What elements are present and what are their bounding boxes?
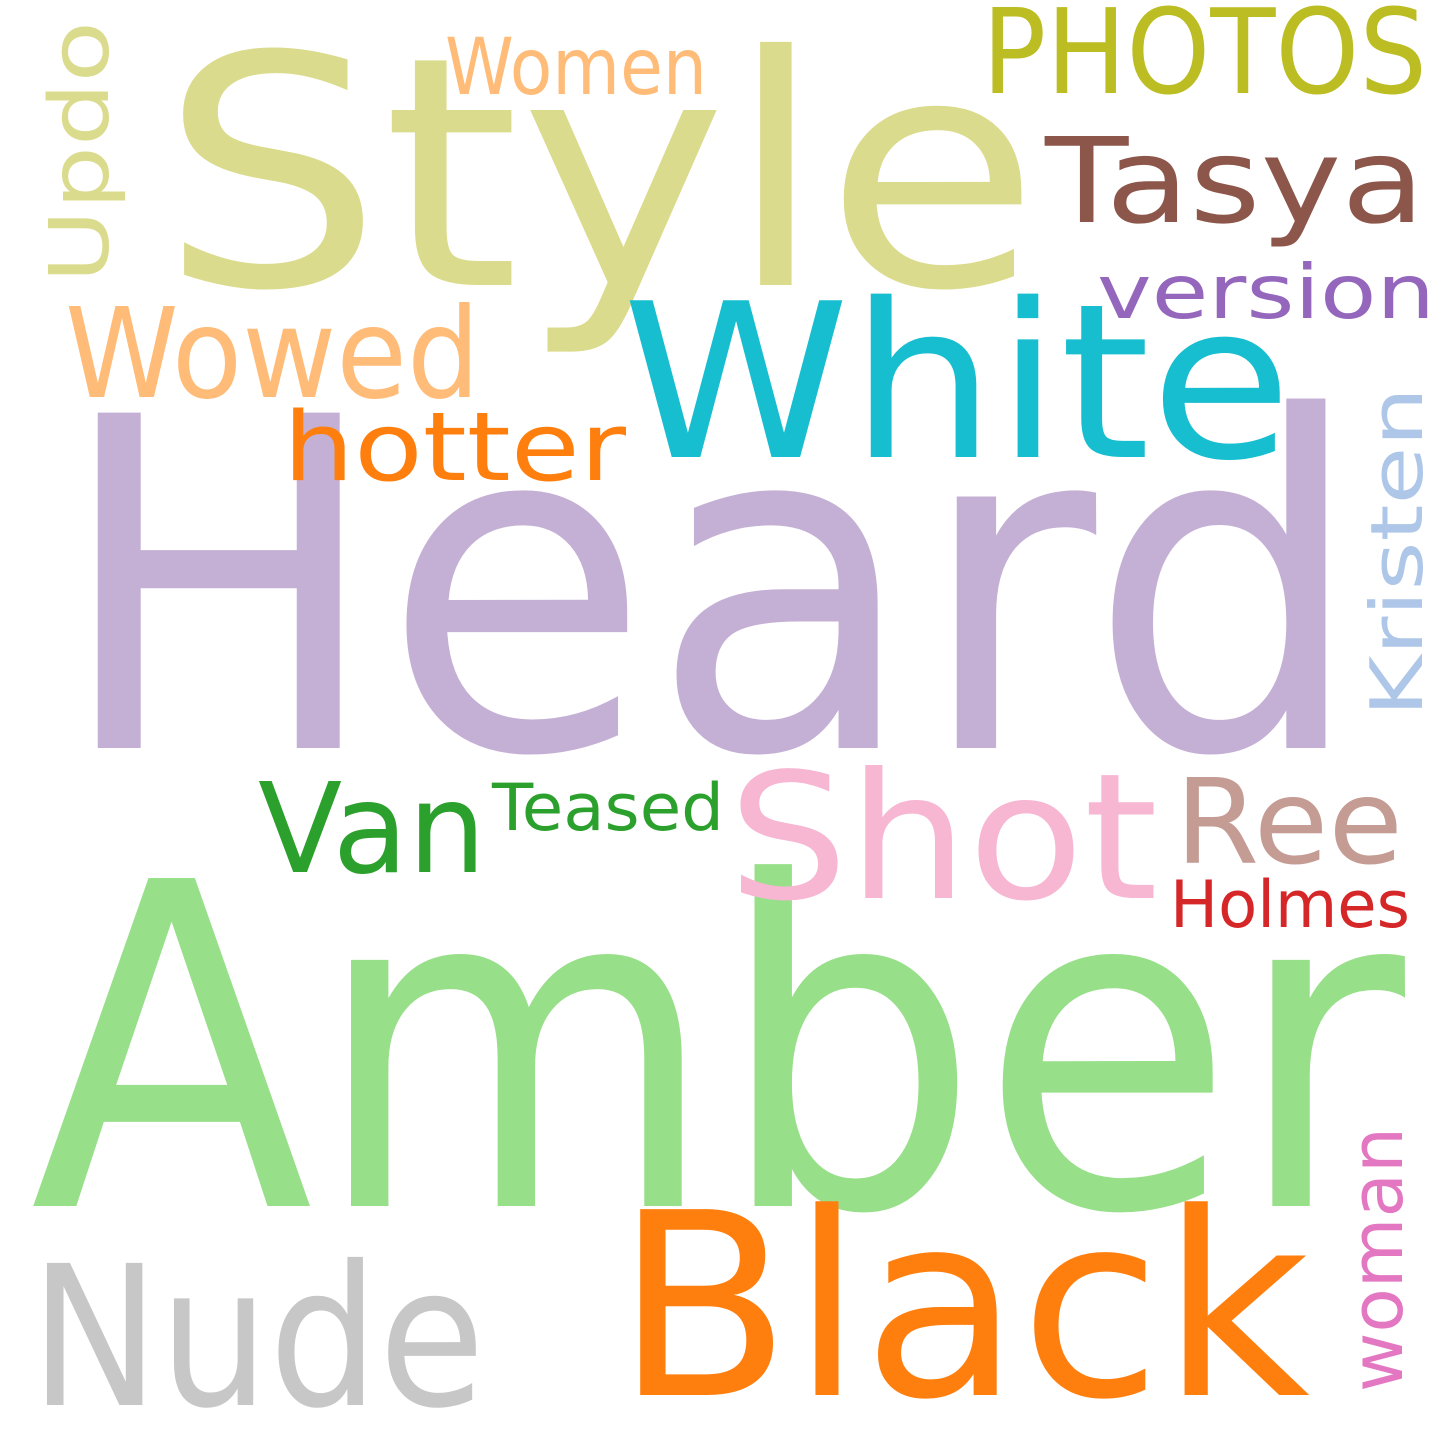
word-black: Black (615, 1159, 1310, 1440)
word-women: Women (445, 23, 707, 113)
word-amber: Amber (30, 789, 1409, 1313)
word-woman: woman (1335, 1127, 1419, 1392)
word-shot: Shot (728, 737, 1158, 940)
word-white: White (622, 257, 1292, 508)
word-photos: PHOTOS (982, 0, 1427, 121)
word-heard: Heard (55, 322, 1365, 857)
word-updo: Updo (33, 21, 128, 283)
word-tasya: Tasya (1044, 112, 1425, 250)
word-version: version (1097, 248, 1435, 336)
word-holmes: Holmes (1170, 868, 1410, 943)
word-van: Van (258, 757, 486, 902)
word-wowed: Wowed (65, 282, 480, 427)
word-hotter: hotter (283, 393, 627, 503)
word-teased: Teased (491, 771, 724, 846)
word-nude: Nude (30, 1224, 485, 1440)
word-kristen: Kristen (1355, 387, 1439, 717)
word-ree: Ree (1175, 753, 1403, 891)
word-style: Style (160, 0, 1040, 361)
